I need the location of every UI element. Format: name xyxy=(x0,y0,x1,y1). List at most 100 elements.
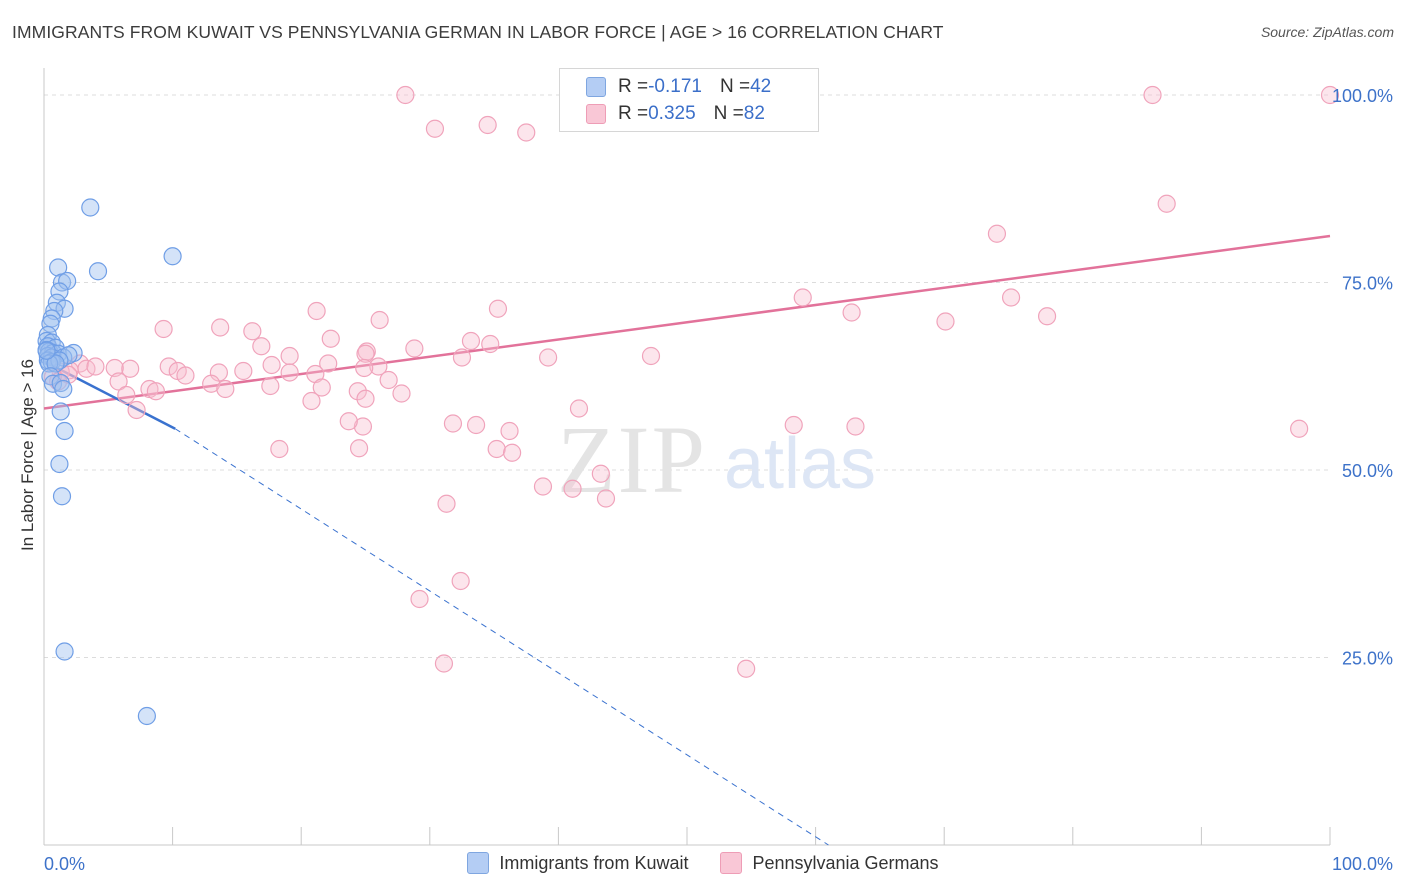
point-pa-german xyxy=(159,357,178,376)
point-pa-german xyxy=(481,334,500,354)
trend-line-kuwait xyxy=(43,360,176,430)
point-pa-german xyxy=(280,363,299,382)
x-tick-label: 100.0% xyxy=(1332,854,1393,874)
point-pa-german xyxy=(842,303,861,322)
point-pa-german xyxy=(563,479,582,498)
legend-n-value: 42 xyxy=(750,76,772,97)
point-pa-german xyxy=(488,299,508,318)
point-pa-german xyxy=(349,439,369,458)
point-pa-german xyxy=(202,374,221,393)
y-tick-label: 50.0% xyxy=(1342,461,1393,481)
point-pa-german xyxy=(307,301,326,321)
point-kuwait xyxy=(163,247,182,266)
legend-swatch-kuwait xyxy=(586,77,606,97)
point-pa-german xyxy=(517,123,536,142)
legend-item-pa-german[interactable]: Pennsylvania Germans xyxy=(720,852,939,874)
point-pa-german xyxy=(452,348,472,367)
point-pa-german xyxy=(105,358,124,378)
point-pa-german xyxy=(1320,85,1340,105)
point-pa-german xyxy=(280,346,299,366)
point-kuwait xyxy=(49,258,68,277)
y-tick-label: 100.0% xyxy=(1332,86,1393,106)
legend-swatch-pa-german xyxy=(720,852,743,874)
point-kuwait xyxy=(50,282,69,301)
point-pa-german xyxy=(737,659,756,678)
point-pa-german xyxy=(146,382,165,401)
watermark-atlas: atlas xyxy=(724,424,876,504)
point-pa-german xyxy=(437,494,456,513)
point-kuwait xyxy=(43,374,63,393)
legend-n-label: N = xyxy=(713,103,744,124)
legend-n-value: 82 xyxy=(743,103,765,124)
x-tick-label: 0.0% xyxy=(44,854,85,874)
point-pa-german xyxy=(348,382,367,401)
point-pa-german xyxy=(1001,288,1021,307)
point-pa-german xyxy=(569,399,589,418)
point-pa-german xyxy=(270,439,289,459)
y-tick-label: 25.0% xyxy=(1342,649,1393,669)
legend-label-kuwait: Immigrants from Kuwait xyxy=(499,852,689,873)
point-kuwait xyxy=(51,402,70,421)
point-pa-german xyxy=(396,85,415,105)
point-pa-german xyxy=(86,357,105,376)
point-pa-german xyxy=(846,417,865,436)
point-pa-german xyxy=(784,415,803,435)
legend-swatch-pa-german xyxy=(586,104,606,124)
point-pa-german xyxy=(936,312,955,331)
point-pa-german xyxy=(312,378,331,397)
point-pa-german xyxy=(1157,194,1176,213)
point-kuwait xyxy=(52,487,72,506)
source-credit: Source: ZipAtlas.com xyxy=(1260,24,1394,40)
legend-row-kuwait: R = -0.171 N = 42 xyxy=(586,75,771,99)
point-pa-german xyxy=(987,224,1007,243)
legend-row-pa-german: R = 0.325 N = 82 xyxy=(586,102,765,126)
trend-lines xyxy=(43,234,1331,846)
legend-label-pa-german: Pennsylvania Germans xyxy=(752,852,939,873)
trend-extension-kuwait xyxy=(174,428,829,846)
point-pa-german xyxy=(596,489,616,508)
legend-item-kuwait[interactable]: Immigrants from Kuwait xyxy=(467,852,688,874)
point-kuwait xyxy=(41,314,60,333)
legend-r-value: 0.325 xyxy=(648,103,696,124)
point-kuwait xyxy=(37,341,56,360)
point-pa-german xyxy=(321,329,340,348)
point-pa-german xyxy=(261,376,280,396)
point-pa-german xyxy=(339,412,358,431)
point-pa-german xyxy=(302,391,321,411)
point-pa-german xyxy=(1290,419,1309,438)
axes xyxy=(43,68,1331,846)
point-kuwait xyxy=(88,262,108,281)
legend-r-label: R = xyxy=(618,76,649,97)
y-axis-label: In Labor Force | Age > 16 xyxy=(18,359,37,551)
point-pa-german xyxy=(410,589,429,609)
point-pa-german xyxy=(434,654,454,673)
point-pa-german xyxy=(793,288,812,307)
series-legend: Immigrants from Kuwait Pennsylvania Germ… xyxy=(0,852,1406,874)
point-pa-german xyxy=(405,339,424,358)
point-pa-german xyxy=(500,421,519,441)
point-kuwait xyxy=(54,379,73,399)
point-pa-german xyxy=(369,357,388,376)
data-points xyxy=(37,85,1340,726)
point-pa-german xyxy=(425,119,445,138)
point-pa-german xyxy=(478,115,497,135)
point-pa-german xyxy=(234,361,253,381)
point-pa-german xyxy=(370,310,389,330)
point-pa-german xyxy=(533,477,553,496)
point-kuwait xyxy=(59,346,78,365)
point-pa-german xyxy=(319,354,338,373)
point-pa-german xyxy=(591,464,610,483)
point-pa-german xyxy=(356,344,375,363)
point-pa-german xyxy=(355,358,374,378)
point-pa-german xyxy=(641,346,661,366)
correlation-legend: R = -0.171 N = 42 R = 0.325 N = 82 xyxy=(559,68,819,132)
point-pa-german xyxy=(1143,85,1162,105)
point-pa-german xyxy=(392,384,411,403)
point-pa-german xyxy=(503,443,522,462)
point-kuwait xyxy=(55,642,74,661)
point-pa-german xyxy=(379,370,398,390)
point-pa-german xyxy=(466,415,486,435)
point-pa-german xyxy=(353,417,373,436)
point-pa-german xyxy=(154,319,173,339)
